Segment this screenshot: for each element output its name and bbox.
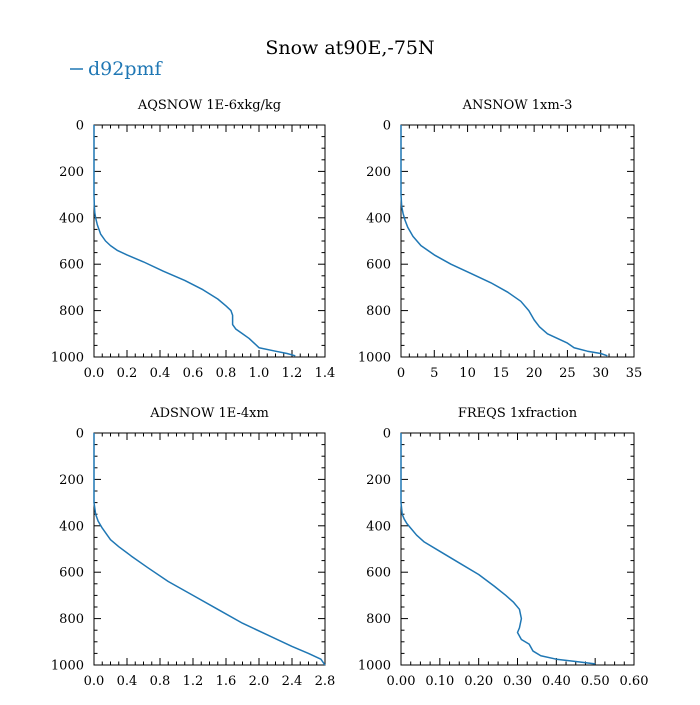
y-tick-label: 0 xyxy=(76,427,84,442)
x-tick-label: 0.0 xyxy=(84,366,105,381)
x-tick-label: 10 xyxy=(459,366,476,381)
y-tick-label: 600 xyxy=(366,258,391,273)
x-tick-label: 2.8 xyxy=(315,674,336,689)
x-tick-label: 0.50 xyxy=(581,674,610,689)
panel-2: ANSNOW 1xm-3 0 5 10 15 20 25 30 35 0 200 400 600 800 1… xyxy=(358,98,642,381)
y-tick-label: 400 xyxy=(366,519,391,534)
y-tick-label: 600 xyxy=(59,258,84,273)
panel-title: ANSNOW 1xm-3 xyxy=(462,98,573,113)
x-tick-label: 30 xyxy=(592,366,609,381)
x-tick-label: 1.4 xyxy=(315,366,336,381)
legend-label: d92pmf xyxy=(88,58,164,80)
x-tick-label: 0.60 xyxy=(620,674,649,689)
y-tick-label: 1000 xyxy=(51,659,84,674)
x-tick-label: 20 xyxy=(526,366,543,381)
y-tick-label: 400 xyxy=(59,211,84,226)
y-tick-label: 1000 xyxy=(358,351,391,366)
series-line-d92pmf xyxy=(93,125,296,357)
y-tick-label: 0 xyxy=(383,427,391,442)
x-tick-label: 0.4 xyxy=(150,366,171,381)
plot-frame xyxy=(400,124,635,358)
panel-3: ADSNOW 1E-4xm 0.0 0.4 0.8 1.2 1.6 2.0 2.4 2.8 0 20… xyxy=(51,406,335,689)
panel-title: ADSNOW 1E-4xm xyxy=(149,406,269,421)
plot-frame xyxy=(93,124,326,358)
y-tick-label: 800 xyxy=(366,304,391,319)
x-tick-label: 15 xyxy=(493,366,510,381)
x-tick-label: 1.2 xyxy=(282,366,303,381)
series-line-d92pmf xyxy=(400,433,596,665)
x-tick-label: 0.20 xyxy=(464,674,493,689)
y-tick-label: 800 xyxy=(59,612,84,627)
y-tick-label: 0 xyxy=(76,119,84,134)
x-tick-label: 0.30 xyxy=(503,674,532,689)
x-tick-label: 0.8 xyxy=(216,366,237,381)
x-tick-label: 0.8 xyxy=(150,674,171,689)
x-tick-label: 5 xyxy=(430,366,438,381)
panel-4: FREQS 1xfraction 0.00 0.10 0.20 0.30 0.40 0.50… xyxy=(358,406,649,689)
y-tick-label: 200 xyxy=(366,165,391,180)
y-tick-label: 200 xyxy=(366,473,391,488)
panel-1: AQSNOW 1E-6xkg/kg 0.0 0.2 0.4 0.6 0.8 1.0 1.2 1.… xyxy=(51,98,335,381)
series-line-d92pmf xyxy=(93,433,326,666)
x-tick-label: 2.4 xyxy=(282,674,303,689)
panel-title: AQSNOW 1E-6xkg/kg xyxy=(137,98,281,113)
x-tick-label: 0.00 xyxy=(387,674,416,689)
figure-title: Snow at90E,-75N xyxy=(265,37,434,59)
y-tick-label: 0 xyxy=(383,119,391,134)
y-tick-label: 1000 xyxy=(358,659,391,674)
x-tick-label: 25 xyxy=(559,366,576,381)
x-tick-label: 0.10 xyxy=(425,674,454,689)
y-tick-label: 200 xyxy=(59,165,84,180)
y-tick-label: 1000 xyxy=(51,351,84,366)
x-tick-label: 0.40 xyxy=(542,674,571,689)
x-tick-label: 0.2 xyxy=(117,366,138,381)
x-tick-label: 1.6 xyxy=(216,674,237,689)
x-tick-label: 1.2 xyxy=(183,674,204,689)
x-tick-label: 2.0 xyxy=(249,674,270,689)
x-tick-label: 1.0 xyxy=(249,366,270,381)
y-tick-label: 200 xyxy=(59,473,84,488)
y-tick-label: 400 xyxy=(59,519,84,534)
x-tick-label: 0.4 xyxy=(117,674,138,689)
y-tick-label: 800 xyxy=(366,612,391,627)
y-tick-label: 400 xyxy=(366,211,391,226)
y-tick-label: 600 xyxy=(59,566,84,581)
x-tick-label: 0.6 xyxy=(183,366,204,381)
panels: AQSNOW 1E-6xkg/kg 0.0 0.2 0.4 0.6 0.8 1.0 1.2 1.… xyxy=(51,98,649,689)
series-line-d92pmf xyxy=(400,125,608,357)
x-tick-label: 0.0 xyxy=(84,674,105,689)
legend: d92pmf xyxy=(70,58,164,80)
panel-title: FREQS 1xfraction xyxy=(458,406,578,421)
plot-frame xyxy=(93,432,326,666)
y-tick-label: 800 xyxy=(59,304,84,319)
y-tick-label: 600 xyxy=(366,566,391,581)
x-tick-label: 0 xyxy=(397,366,405,381)
x-tick-label: 35 xyxy=(626,366,643,381)
